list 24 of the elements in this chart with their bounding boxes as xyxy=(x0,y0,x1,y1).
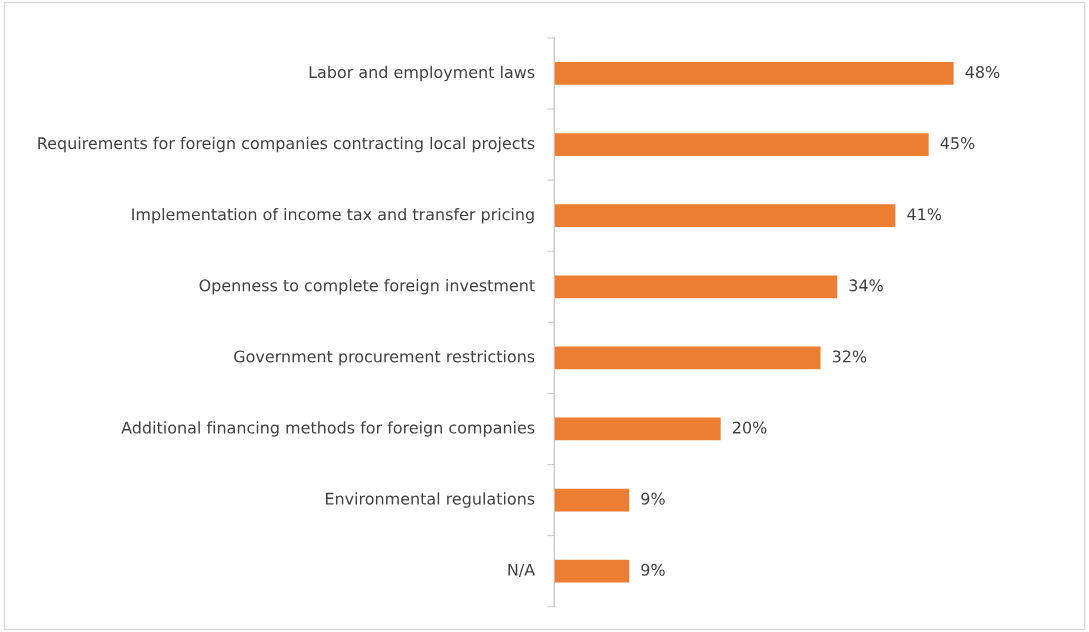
bar xyxy=(554,559,630,583)
y-tick-label: Implementation of income tax and transfer pricing xyxy=(132,207,534,224)
bar xyxy=(554,62,954,85)
data-label: 32% xyxy=(832,350,867,363)
data-label: 9% xyxy=(641,563,665,576)
data-label: 9% xyxy=(641,492,665,505)
data-label: 45% xyxy=(940,137,975,150)
bar xyxy=(554,133,929,156)
y-tick-label: Additional financing methods for foreign companies xyxy=(121,421,535,437)
data-label: 20% xyxy=(732,421,767,434)
bar xyxy=(554,417,721,441)
y-tick-label: N/A xyxy=(508,563,535,578)
y-tick-label: Requirements for foreign companies contracting local projects xyxy=(38,136,535,153)
y-tick-label: Government procurement restrictions xyxy=(234,350,535,366)
bar xyxy=(554,275,838,299)
data-label: 34% xyxy=(849,279,883,292)
data-label: 41% xyxy=(907,208,942,221)
y-tick-label: Labor and employment laws xyxy=(309,65,535,82)
bar xyxy=(554,346,821,370)
y-tick-label: Openness to complete foreign investment xyxy=(199,279,535,295)
bar xyxy=(554,488,630,512)
y-tick-label: Environmental regulations xyxy=(325,492,535,508)
data-label: 48% xyxy=(965,66,1000,79)
bar xyxy=(554,204,896,228)
